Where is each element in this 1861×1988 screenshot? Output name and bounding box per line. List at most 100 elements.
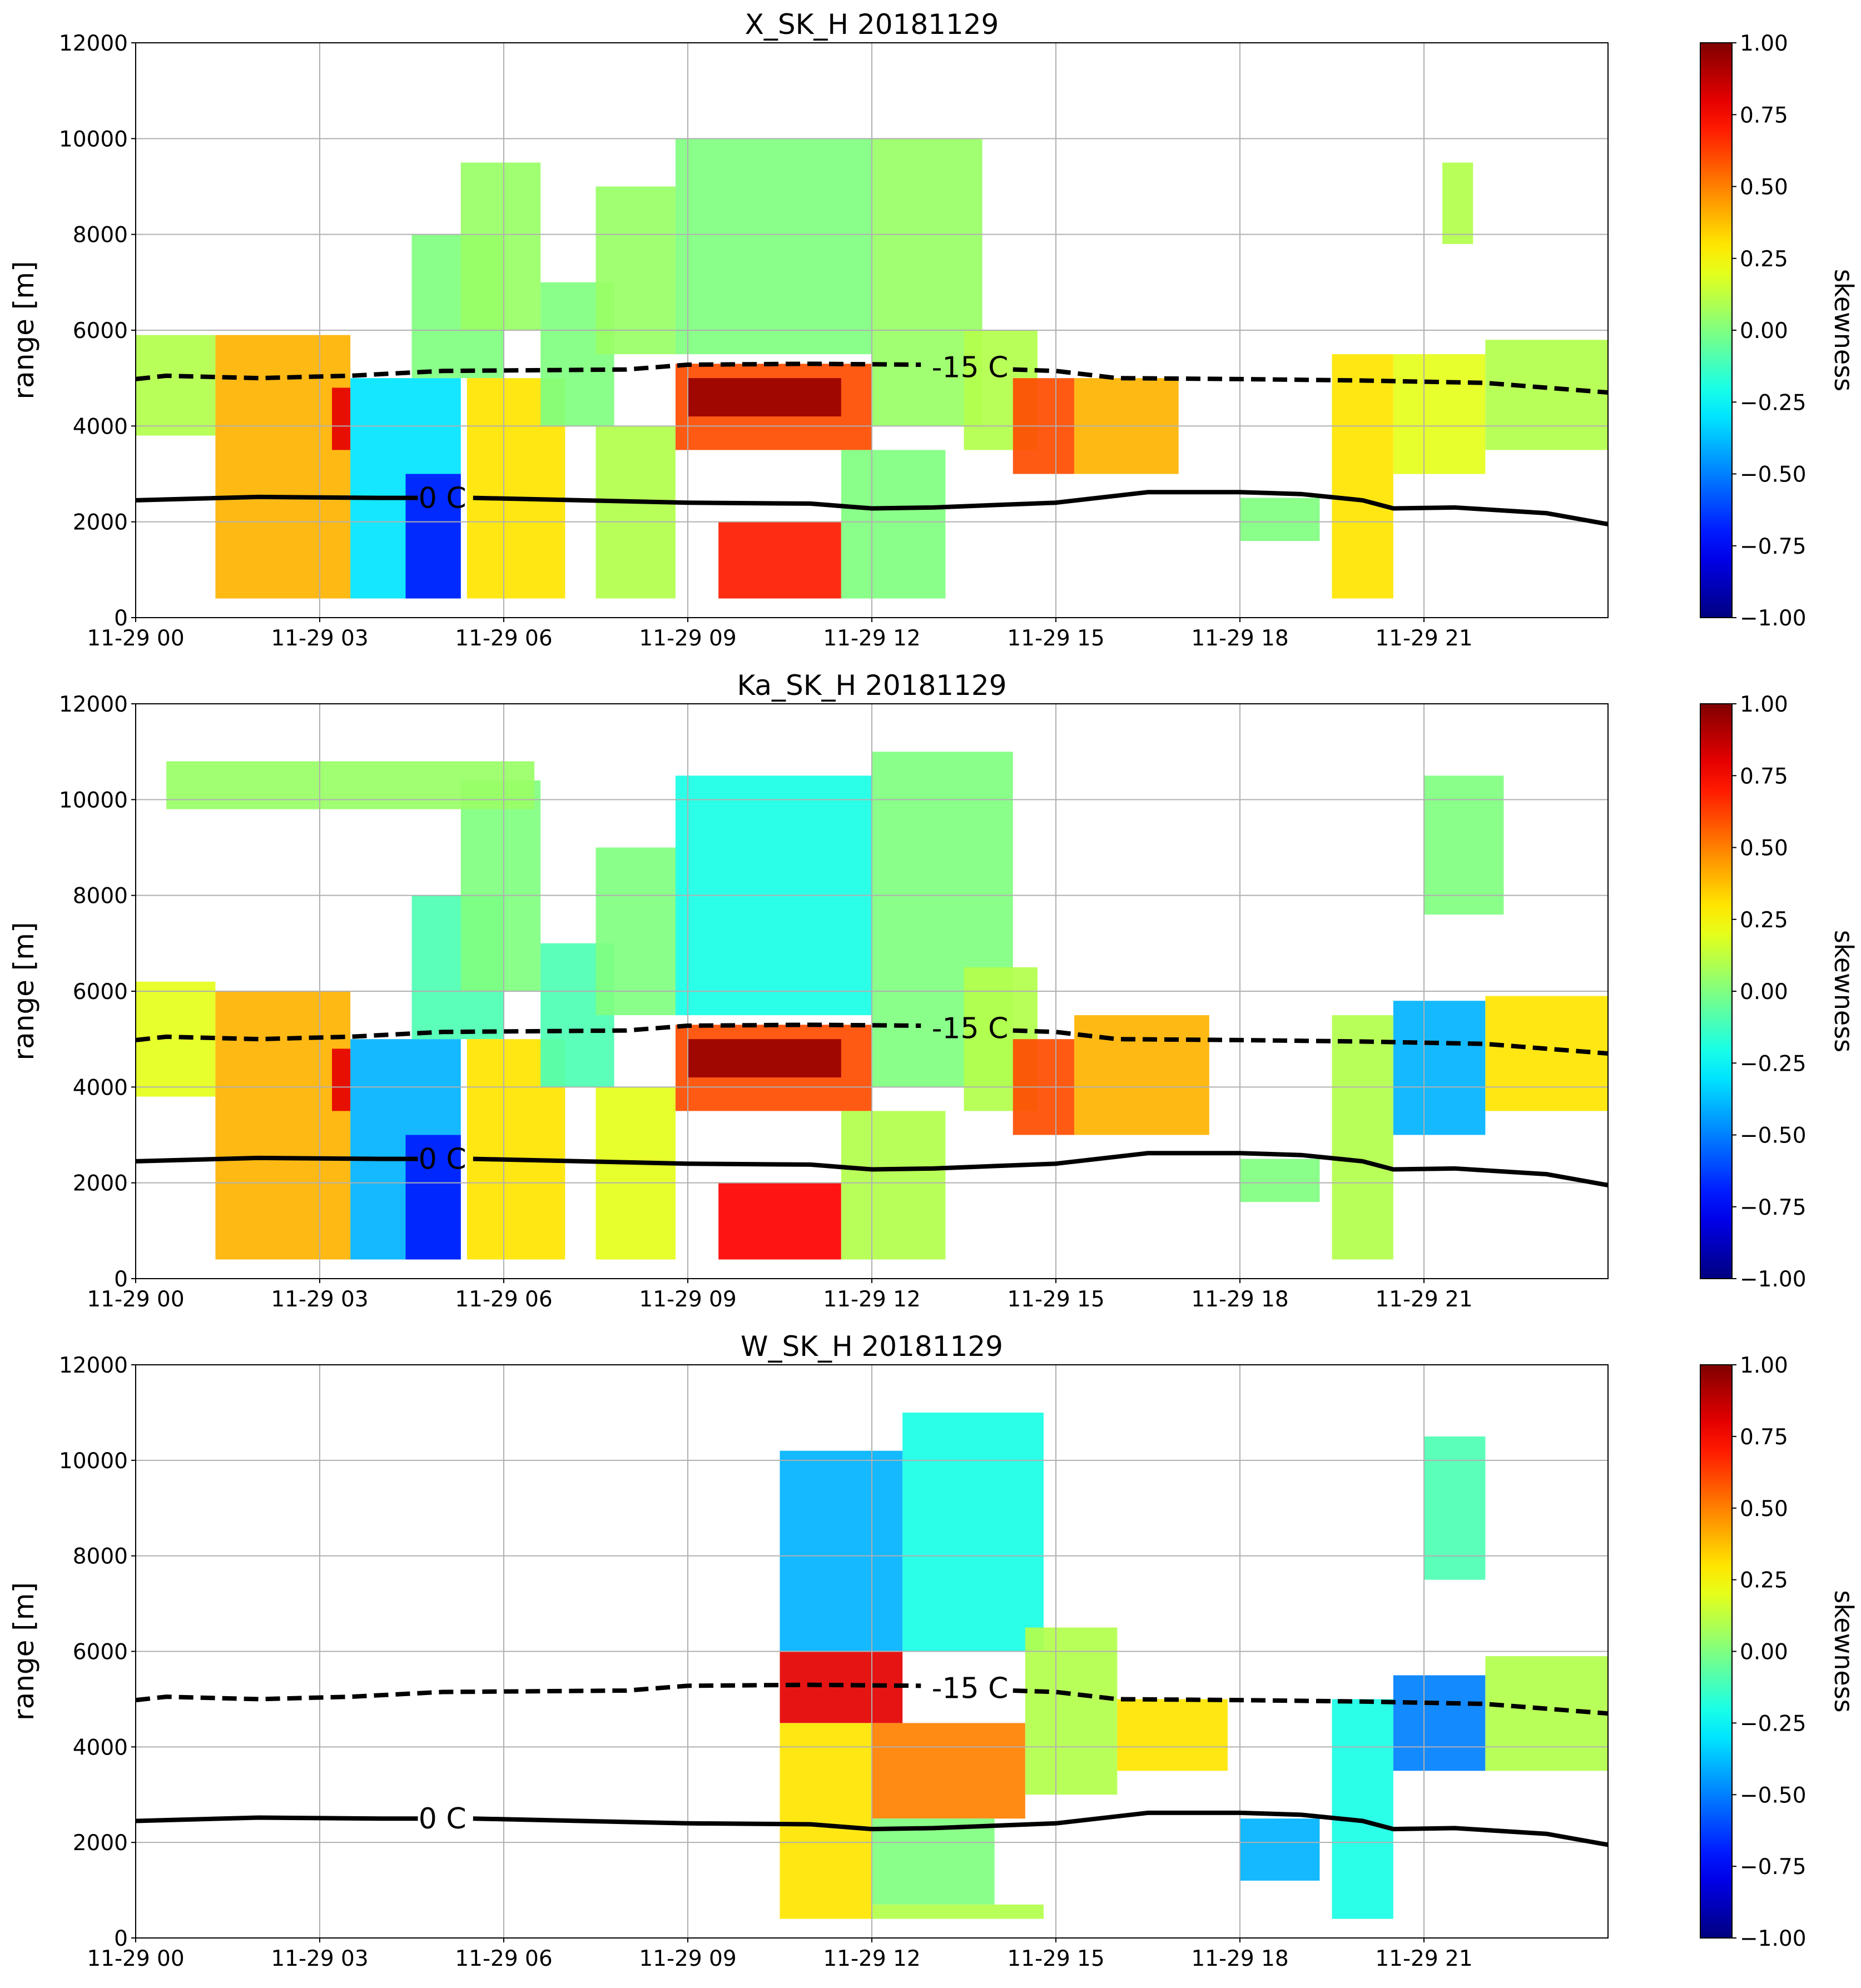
x-tick-label: 11-29 15 [1007,1287,1104,1312]
colorbar-tick-label: 0.50 [1740,175,1788,200]
plot-frame [135,703,1609,1279]
echo-cell [872,1904,1044,1919]
colorbar [1700,1364,1733,1939]
x-tick-label: 11-29 21 [1375,626,1472,651]
x-tick-label: 11-29 00 [87,626,184,651]
x-tick-label: 11-29 18 [1191,1287,1288,1312]
colorbar-tick-label: 0.50 [1740,1497,1788,1522]
y-tick-label: 10000 [59,127,128,152]
x-tick-label: 11-29 15 [1007,626,1104,651]
y-tick-label: 4000 [73,1075,128,1100]
colorbar-tick-label: −1.00 [1740,1267,1807,1292]
colorbar-tick-label: 0.75 [1740,103,1788,128]
x-tick-label: 11-29 00 [87,1946,184,1971]
isotherm-line [135,1810,1609,1847]
echo-cell [332,387,351,450]
colorbar-tick-label: −0.50 [1740,463,1807,488]
colorbar-tick-label: −0.50 [1740,1783,1807,1808]
colorbar-label: skewness [1829,269,1859,391]
colorbar-tick-label: 0.75 [1740,764,1788,789]
echo-cell [688,1039,841,1078]
y-tick-label: 8000 [73,1544,128,1569]
isotherm-line [135,1682,1609,1716]
x-tick-label: 11-29 03 [271,1287,368,1312]
colorbar-tick-label: −0.75 [1740,1855,1807,1880]
y-tick-label: 10000 [59,1449,128,1474]
x-tick-label: 11-29 06 [455,626,552,651]
echo-cell [1393,1675,1486,1771]
echo-cell [1332,1699,1393,1919]
echo-cell [595,1087,676,1260]
isotherm-label: -15 C [932,1012,1009,1045]
x-tick-label: 11-29 09 [639,1287,736,1312]
colorbar-tick-label: 1.00 [1740,1353,1788,1378]
y-tick-label: 4000 [73,414,128,439]
echo-cell [1393,1001,1486,1135]
colorbar-tick-label: −0.25 [1740,1711,1807,1736]
colorbar-tick-label: −1.00 [1740,1926,1807,1951]
echo-cell [215,335,351,599]
x-tick-label: 11-29 18 [1191,626,1288,651]
x-tick-label: 11-29 00 [87,1287,184,1312]
y-tick-label: 8000 [73,223,128,248]
colorbar-tick-label: 0.25 [1740,908,1788,933]
echo-cell [1332,354,1393,599]
x-tick-label: 11-29 12 [823,1287,920,1312]
echo-cell [841,450,946,599]
y-tick-label: 0 [114,1267,128,1292]
isotherm-line [135,361,1609,395]
x-tick-label: 11-29 09 [639,1946,736,1971]
echo-cell [595,847,676,1016]
y-tick-label: 2000 [73,510,128,535]
isotherm-label: 0 C [419,482,467,515]
echo-cell [405,1135,461,1260]
isotherm-line [135,1022,1609,1056]
plot-frame [135,1364,1609,1939]
x-tick-label: 11-29 12 [823,1946,920,1971]
echo-cell [1424,1436,1486,1580]
echo-cell [595,186,676,355]
y-tick-label: 6000 [73,1640,128,1665]
x-tick-label: 11-29 03 [271,626,368,651]
y-tick-label: 2000 [73,1171,128,1196]
echo-cell [718,521,841,599]
y-tick-label: 6000 [73,980,128,1005]
echo-cell [1332,1015,1393,1260]
x-tick-label: 11-29 21 [1375,1946,1472,1971]
echo-cell [1485,340,1608,450]
x-tick-label: 11-29 06 [455,1946,552,1971]
echo-cell [136,335,216,436]
echo-cell [688,378,841,417]
x-tick-label: 11-29 12 [823,626,920,651]
colorbar [1700,703,1733,1279]
echo-cell [460,780,541,991]
echo-cell [1240,1159,1320,1202]
y-tick-label: 0 [114,606,128,631]
echo-cell [1442,162,1473,244]
echo-cell [1393,354,1486,474]
colorbar-tick-label: 1.00 [1740,31,1788,56]
plot-frame [135,42,1609,618]
chart-title: Ka_SK_H 20181129 [737,669,1006,702]
echo-cell [1240,1818,1320,1881]
echo-cell [872,1723,1025,1819]
y-tick-label: 0 [114,1926,128,1951]
echo-cell [780,1450,903,1652]
x-tick-label: 11-29 15 [1007,1946,1104,1971]
echo-cell [1424,776,1504,915]
chart-title: X_SK_H 20181129 [745,8,999,41]
colorbar-tick-label: −0.50 [1740,1124,1807,1149]
y-axis-label: range [m] [8,922,40,1061]
isotherm-line [135,1151,1609,1187]
x-tick-label: 11-29 21 [1375,1287,1472,1312]
y-tick-label: 10000 [59,788,128,813]
echo-cell [841,1111,946,1260]
y-tick-label: 4000 [73,1735,128,1760]
colorbar-tick-label: 0.75 [1740,1425,1788,1450]
echo-cell [215,991,351,1260]
colorbar-tick-label: 1.00 [1740,692,1788,717]
colorbar-tick-label: 0.00 [1740,319,1788,344]
isotherm-label: -15 C [932,1672,1009,1706]
y-tick-label: 12000 [59,692,128,717]
